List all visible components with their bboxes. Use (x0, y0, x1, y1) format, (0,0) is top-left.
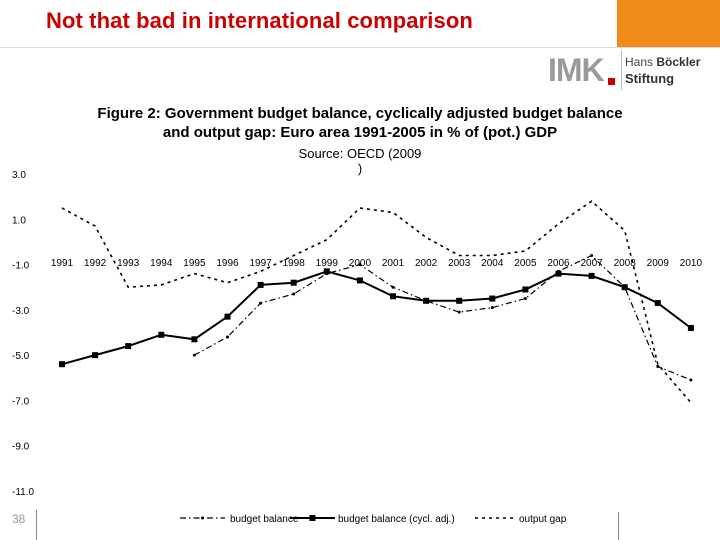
footer-left-rule (36, 510, 37, 540)
data-point (292, 292, 296, 296)
x-tick-label: 2006 (547, 258, 570, 269)
data-point (391, 285, 395, 289)
x-tick-label: 1995 (183, 258, 206, 269)
x-tick-label: 2008 (614, 258, 637, 269)
x-tick-label: 1994 (150, 258, 173, 269)
data-point (192, 353, 196, 357)
data-point (358, 263, 362, 267)
figure-title-line-2: and output gap: Euro area 1991-2005 in %… (162, 124, 558, 141)
y-tick-label: -3.0 (12, 306, 30, 317)
data-point (621, 284, 628, 291)
legend-marker (201, 516, 204, 520)
data-point (456, 297, 463, 304)
series-line (61, 200, 692, 404)
logo-separator (621, 50, 622, 90)
y-tick-label: -7.0 (12, 396, 30, 407)
logo-hans-boeckler: Hans Böckler (625, 55, 701, 69)
x-tick-label: 2001 (382, 258, 405, 269)
data-point (588, 272, 595, 279)
y-tick-label: -9.0 (12, 442, 30, 453)
data-point (523, 297, 527, 301)
figure-source-line-2: ) (357, 161, 363, 176)
data-point (522, 286, 529, 293)
data-point (490, 306, 494, 310)
data-point (423, 297, 430, 304)
data-point (590, 254, 594, 258)
data-point (257, 281, 264, 288)
series-line (194, 254, 692, 381)
figure-title-line-1: Figure 2: Government budget balance, cyc… (97, 105, 623, 122)
logo-imk-text: IMK (548, 52, 605, 88)
x-tick-label: 1991 (51, 258, 74, 269)
data-point (654, 300, 661, 307)
data-point (489, 295, 496, 302)
logo-stiftung: Stiftung (625, 71, 675, 86)
figure-source-line-1: Source: OECD (2009 (298, 146, 422, 161)
x-tick-label: 2007 (580, 258, 603, 269)
slide-title: Not that bad in international comparison (46, 8, 473, 33)
figure-source: Source: OECD (2009 ) (60, 146, 660, 176)
data-point (555, 270, 562, 277)
data-point (226, 335, 229, 339)
data-point (689, 378, 693, 382)
x-tick-label: 2005 (514, 258, 537, 269)
x-tick-label: 2004 (481, 258, 504, 269)
data-point (92, 352, 99, 359)
x-tick-label: 1993 (117, 258, 140, 269)
logo-red-dot (608, 78, 615, 85)
legend-label: budget balance (cycl. adj.) (338, 514, 455, 525)
x-tick-label: 2002 (415, 258, 438, 269)
data-point (687, 324, 694, 331)
x-tick-label: 1992 (84, 258, 107, 269)
y-tick-label: 3.0 (12, 170, 26, 181)
x-tick-label: 2009 (647, 258, 670, 269)
x-tick-label: 1996 (216, 258, 239, 269)
x-tick-label: 2010 (680, 258, 703, 269)
y-tick-label: -11.0 (12, 487, 34, 498)
data-point (259, 301, 263, 305)
footer-right-rule (618, 512, 619, 540)
data-point (290, 279, 297, 286)
series-line (61, 270, 692, 366)
x-tick-label: 2003 (448, 258, 471, 269)
data-point (323, 268, 330, 275)
data-point (158, 331, 165, 338)
data-point (457, 310, 461, 314)
data-point (191, 336, 198, 343)
data-point (390, 293, 396, 300)
brand-accent-box (617, 0, 720, 47)
data-point (656, 364, 660, 368)
y-tick-label: -5.0 (12, 351, 30, 362)
legend-marker (309, 515, 316, 521)
x-tick-label: 1997 (249, 258, 272, 269)
figure-title: Figure 2: Government budget balance, cyc… (60, 104, 660, 142)
data-point (59, 361, 65, 368)
legend-label: budget balance (230, 514, 299, 525)
data-point (356, 277, 363, 284)
y-tick-label: -1.0 (12, 261, 30, 272)
data-point (224, 313, 231, 320)
legend-label: output gap (519, 514, 567, 525)
title-divider (0, 47, 720, 48)
data-point (125, 343, 132, 350)
page-number: 38 (12, 512, 26, 526)
x-tick-label: 1998 (283, 258, 306, 269)
y-tick-label: 1.0 (12, 215, 26, 226)
x-tick-label: 1999 (316, 258, 339, 269)
imk-hans-boeckler-logo: IMK Hans Böckler Stiftung (545, 50, 720, 90)
